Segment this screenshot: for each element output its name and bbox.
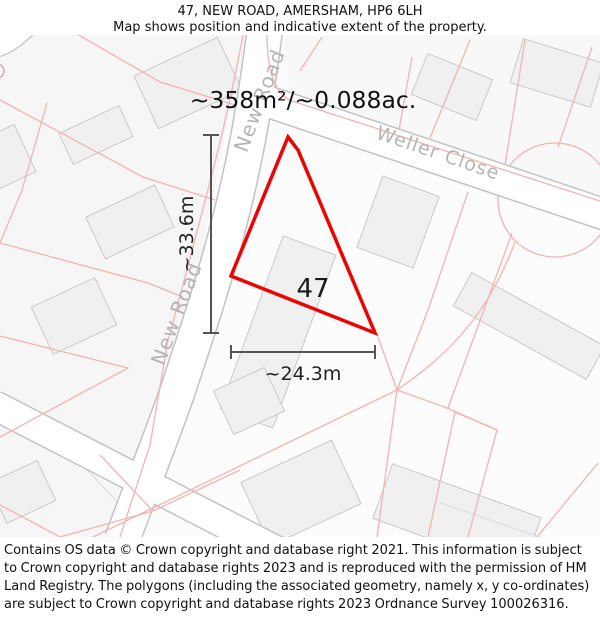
map-canvas: New Road New Road Weller Close ~33.6m ~2…: [0, 35, 600, 537]
building: [410, 52, 494, 122]
parcel-line: [504, 39, 526, 166]
parcel-line: [536, 462, 599, 537]
road-edge: [0, 35, 34, 58]
parcel-line: [119, 35, 244, 537]
parcel-block: [0, 35, 252, 537]
parcel-line: [557, 46, 593, 148]
parcel-line: [0, 335, 130, 438]
dimension-label-horizontal: ~24.3m: [265, 363, 342, 385]
road-newroad-surface: [106, 35, 282, 537]
parcel-line: [0, 99, 216, 201]
parcel-line: [429, 39, 471, 139]
property-outline: [228, 133, 379, 337]
parcel-line: [266, 35, 600, 202]
plot-number-label: 47: [296, 274, 329, 304]
road-weller-surface: [249, 82, 600, 229]
page-subtitle: Map shows position and indicative extent…: [113, 20, 487, 35]
dimension-annotations: [203, 134, 376, 359]
parcel-line: [0, 63, 5, 79]
buildings: [0, 36, 600, 537]
building: [58, 104, 134, 166]
building: [85, 184, 175, 260]
cul-de-sac-boundary: [497, 142, 600, 258]
building: [372, 463, 542, 537]
area-label: ~358m²/~0.088ac.: [190, 86, 417, 114]
map-header: 47, NEW ROAD, AMERSHAM, HP6 6LH Map show…: [0, 0, 600, 35]
parcel-line: [396, 191, 469, 391]
parcel-line: [77, 35, 236, 106]
road-side-surface: [0, 392, 281, 537]
page-title: 47, NEW ROAD, AMERSHAM, HP6 6LH: [177, 4, 423, 19]
block-edge: [439, 502, 541, 537]
parcel-line: [99, 454, 154, 512]
map-svg: New Road New Road Weller Close ~33.6m ~2…: [0, 35, 600, 537]
parcel-line: [396, 241, 516, 391]
corner-road: [0, 35, 34, 79]
parcel-line: [427, 411, 498, 537]
building: [452, 271, 600, 381]
building: [356, 175, 440, 269]
building: [30, 276, 118, 356]
dimension-label-vertical: ~33.6m: [176, 196, 198, 273]
building: [509, 38, 600, 108]
building: [240, 439, 362, 537]
parcel-line: [377, 336, 398, 391]
parcel-line: [447, 232, 513, 409]
parcel-line: [398, 56, 413, 131]
building: [212, 366, 286, 436]
parcel-line: [0, 242, 184, 298]
parcel-line: [0, 102, 48, 244]
attribution-text: Contains OS data © Crown copyright and d…: [4, 543, 590, 612]
building: [0, 123, 37, 191]
roads: [0, 35, 600, 537]
road-surface: [0, 35, 33, 57]
parcel-boundaries: [0, 35, 600, 537]
map-footer: Contains OS data © Crown copyright and d…: [0, 538, 600, 625]
parcel-line: [299, 36, 323, 72]
building: [133, 36, 243, 130]
parcel-line: [92, 389, 398, 537]
parcel-line: [0, 504, 61, 537]
parcel-line: [376, 389, 398, 537]
